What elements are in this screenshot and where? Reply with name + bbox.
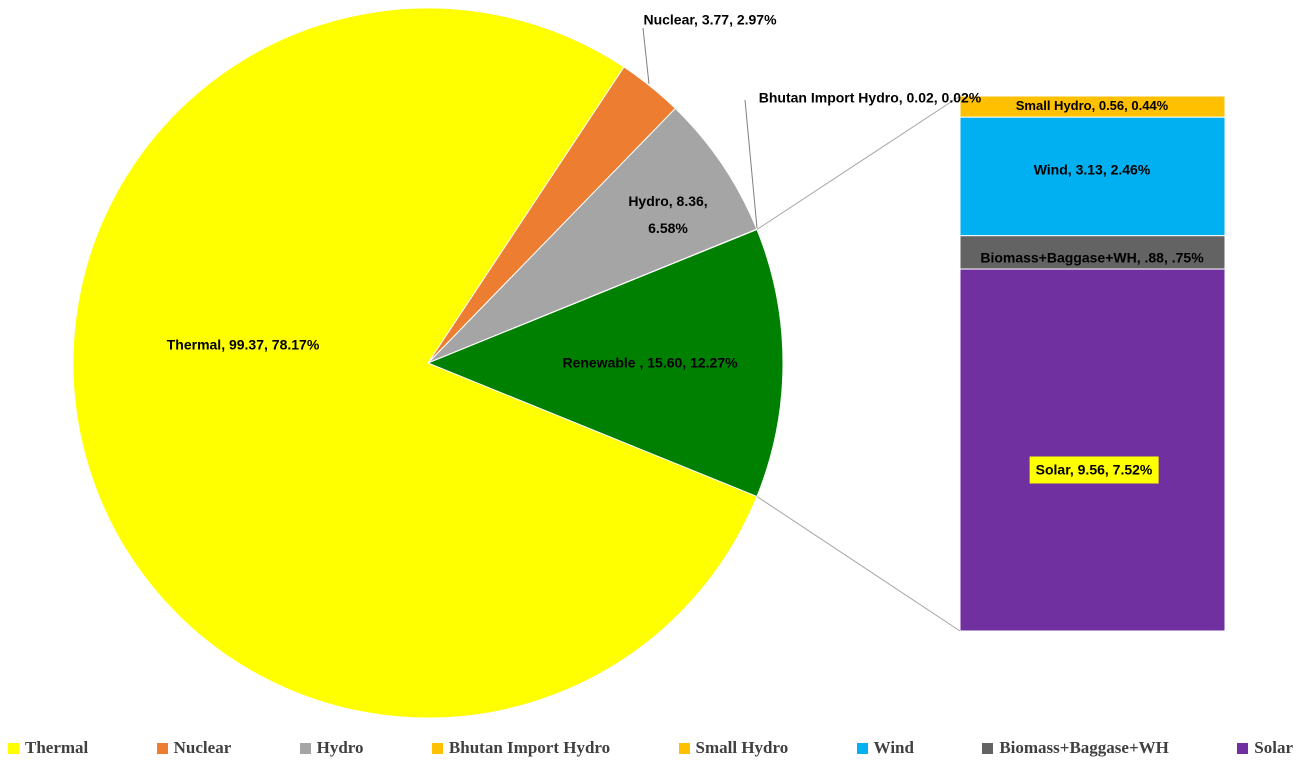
legend-item: Wind: [856, 738, 914, 758]
legend-label: Hydro: [316, 738, 364, 757]
legend-item: Bhutan Import Hydro: [431, 738, 611, 758]
legend-label: Thermal: [25, 738, 89, 757]
legend-swatch: [156, 742, 168, 754]
legend-label: Small Hydro: [695, 738, 789, 757]
pie-slice: [426, 228, 784, 498]
data-label: Solar, 9.56, 7.52%: [1029, 456, 1159, 484]
legend-label: Biomass+Baggase+WH: [999, 738, 1169, 757]
connector-line: [756, 496, 961, 632]
leader-line: [744, 99, 758, 229]
legend-item: Solar: [1237, 738, 1293, 758]
data-label: Renewable , 15.60, 12.27%: [562, 354, 738, 371]
legend-label: Nuclear: [173, 738, 232, 757]
legend-item: Small Hydro: [678, 738, 789, 758]
legend-swatch: [982, 742, 994, 754]
legend-label: Bhutan Import Hydro: [448, 738, 611, 757]
connector-line: [756, 95, 961, 230]
data-label: Nuclear, 3.77, 2.97%: [643, 11, 777, 28]
legend-swatch: [299, 742, 311, 754]
legend-swatch: [678, 742, 690, 754]
data-label: Small Hydro, 0.56, 0.44%: [1015, 98, 1169, 113]
data-label: Thermal, 99.37, 78.17%: [166, 336, 320, 353]
pie-slice: [72, 7, 758, 719]
data-label: Biomass+Baggase+WH, .88, .75%: [980, 249, 1204, 266]
leader-line: [642, 27, 650, 85]
legend-swatch: [431, 742, 443, 754]
legend-swatch: [8, 742, 19, 754]
data-label: Bhutan Import Hydro, 0.02, 0.02%: [758, 89, 982, 106]
data-label: Wind, 3.13, 2.46%: [1033, 161, 1151, 178]
legend-item: Thermal: [8, 738, 88, 758]
legend-item: Hydro: [299, 738, 364, 758]
bar-segment: [959, 268, 1226, 632]
legend-label: Solar: [1254, 738, 1293, 757]
legend-item: Nuclear: [156, 738, 232, 758]
legend: Thermal Nuclear Hydro Bhutan Import Hydro Sm…: [8, 738, 1293, 758]
legend-label: Wind: [873, 738, 914, 757]
pie-slice: [427, 107, 758, 364]
data-label: Hydro, 8.36, 6.58%: [628, 193, 708, 236]
legend-swatch: [856, 742, 868, 754]
legend-swatch: [1237, 742, 1249, 754]
legend-item: Biomass+Baggase+WH: [982, 738, 1169, 758]
